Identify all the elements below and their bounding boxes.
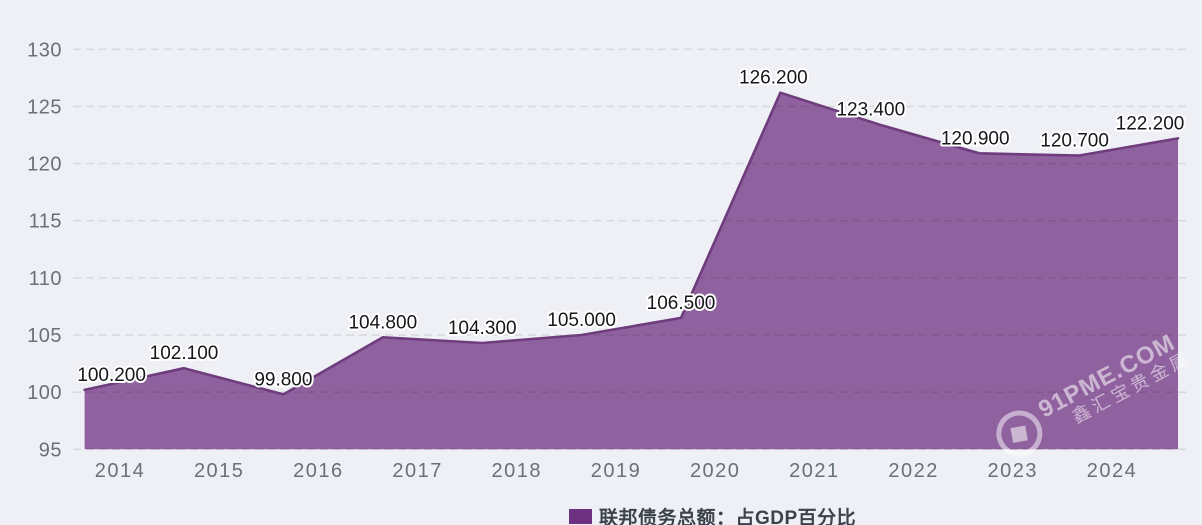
data-label: 122.200	[1116, 113, 1185, 134]
x-axis: 2014 2015 2016 2017 2018 2019 2020 2021 2022 2023…	[95, 460, 1138, 482]
y-axis-label: 125	[27, 96, 62, 118]
data-label: 120.700	[1040, 131, 1109, 152]
x-axis-label: 2017	[392, 460, 443, 482]
y-axis: 95 100 105 110 115 120 125 130	[27, 39, 62, 461]
x-axis-label: 2019	[591, 460, 642, 482]
x-axis-label: 2018	[492, 460, 543, 482]
data-label: 102.100	[150, 343, 219, 364]
data-label: 104.300	[448, 318, 517, 339]
data-label: 99.800	[254, 369, 312, 390]
x-axis-label: 2023	[988, 460, 1039, 482]
legend-swatch-icon	[569, 509, 592, 524]
x-axis-label: 2024	[1087, 460, 1138, 482]
y-axis-label: 110	[29, 268, 62, 290]
x-axis-label: 2015	[194, 460, 245, 482]
data-label: 106.500	[647, 293, 716, 314]
series-line	[83, 91, 1180, 396]
x-axis-label: 2021	[789, 460, 840, 482]
x-axis-label: 2022	[888, 460, 939, 482]
data-label: 120.900	[941, 128, 1010, 149]
y-axis-label: 95	[39, 439, 62, 461]
legend-label: 联邦债务总额：占GDP百分比	[599, 508, 857, 525]
x-axis-label: 2020	[690, 460, 741, 482]
data-label: 104.800	[348, 312, 417, 333]
x-axis-label: 2016	[293, 460, 344, 482]
data-label: 126.200	[739, 68, 808, 89]
y-axis-label: 120	[27, 154, 62, 176]
data-label: 123.400	[836, 100, 905, 121]
y-axis-label: 130	[27, 39, 62, 61]
legend[interactable]: 联邦债务总额：占GDP百分比	[569, 503, 856, 525]
area-series[interactable]	[84, 92, 1179, 450]
y-axis-label: 105	[27, 325, 62, 347]
data-label: 105.000	[547, 310, 616, 331]
y-axis-label: 100	[27, 382, 62, 404]
data-label: 100.200	[77, 365, 146, 386]
y-axis-label: 115	[29, 211, 62, 233]
x-axis-label: 2014	[95, 460, 146, 482]
